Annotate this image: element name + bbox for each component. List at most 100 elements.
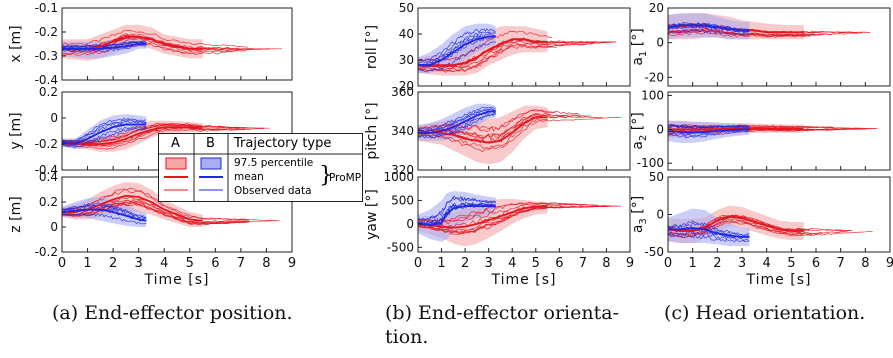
y-obs-A-7 — [61, 124, 205, 144]
y-ytick-label-3: -0.4 — [35, 163, 58, 177]
y-obs-A-8 — [62, 129, 251, 150]
yaw-ytick-label-2: 0 — [406, 217, 414, 231]
y-mean-B — [61, 123, 147, 145]
yaw-obs-A-5 — [417, 206, 599, 235]
caption-b-line1: (b) End-effector orienta- — [385, 302, 620, 324]
z-xtick-label-8: 8 — [262, 256, 270, 271]
y-obs-B-2 — [61, 120, 147, 144]
a1-mean-B — [667, 24, 750, 32]
roll-ytick-label-0: 50 — [399, 1, 414, 15]
z-obs-B-2 — [61, 213, 147, 225]
z-xtick-label-0: 0 — [58, 256, 66, 271]
z-xtick-label-5: 5 — [186, 256, 194, 271]
a1-ytick-label-1: 0 — [656, 36, 664, 50]
x-mean-B — [62, 43, 147, 50]
a2-ylabel: a2 [°] — [630, 112, 649, 149]
y-obs-B-1 — [61, 125, 147, 147]
pitch-obs-B-5 — [417, 108, 496, 132]
yaw-xtick-label-7: 7 — [579, 256, 587, 271]
x-obs-B-3 — [61, 44, 147, 53]
a1-obs-A-7 — [667, 29, 863, 37]
roll-mean-A — [418, 38, 548, 67]
y-obs-B-4 — [61, 117, 147, 142]
y-ytick-label-2: -0.2 — [35, 137, 58, 151]
a3-obs-B-3 — [667, 230, 750, 242]
a2-mean-A — [668, 127, 804, 131]
z-obs-A-4 — [61, 202, 249, 226]
yaw-obs-B-2 — [417, 204, 496, 227]
x-frame — [61, 7, 293, 81]
yaw-xtick-label-6: 6 — [555, 256, 563, 271]
yaw-xtick-label-3: 3 — [485, 256, 493, 271]
x-ytick-label-3: -0.4 — [35, 73, 58, 87]
x-ylabel: x [m] — [8, 25, 24, 62]
a3-xtick-label-6: 6 — [812, 256, 820, 271]
a3-obs-A-0 — [667, 219, 823, 237]
pitch-obs-A-4 — [417, 109, 580, 131]
yaw-xtick-label-2: 2 — [461, 256, 469, 271]
legend-col-type: Trajectory type — [234, 136, 332, 151]
x-ytick-label-1: -0.2 — [35, 25, 58, 39]
a3-ytick-label-1: 0 — [656, 208, 664, 222]
z-xtick-label-4: 4 — [160, 256, 168, 271]
yaw-xlabel: Time [s] — [491, 272, 557, 288]
z-xtick-label-9: 9 — [288, 256, 296, 271]
roll-obs-A-4 — [417, 45, 557, 73]
a3-ytick-label-0: 50 — [649, 170, 664, 184]
yaw-ytick-label-0: 1000 — [383, 170, 414, 184]
a3-xtick-label-9: 9 — [886, 256, 893, 271]
y-obs-A-1 — [61, 122, 225, 142]
yaw-ytick-label-3: -500 — [387, 240, 414, 254]
caption-a: (a) End-effector position. — [52, 302, 293, 324]
roll-ylabel: roll [°] — [364, 25, 380, 69]
x-mean-A — [62, 35, 203, 50]
roll-obs-B-0 — [417, 28, 496, 61]
a1-obs-B-3 — [667, 29, 750, 36]
z-ylabel: z [m] — [8, 196, 24, 232]
a3-mean-A — [667, 215, 804, 232]
a1-frame — [667, 7, 891, 87]
yaw-ytick-label-1: 500 — [391, 193, 414, 207]
a3-xtick-label-3: 3 — [738, 256, 746, 271]
x-ytick-label-0: -0.1 — [35, 1, 58, 15]
roll-obs-B-2 — [417, 31, 496, 64]
yaw-xtick-label-8: 8 — [602, 256, 610, 271]
legend: A B Trajectory type 97.5 percentile mean… — [158, 133, 363, 202]
yaw-xtick-label-4: 4 — [508, 256, 516, 271]
pitch-ylabel: pitch [°] — [364, 102, 380, 159]
a3-ytick-label-2: -50 — [644, 245, 664, 259]
a3-ylabel: a3 [°] — [630, 196, 649, 233]
a3-xtick-label-2: 2 — [713, 256, 721, 271]
legend-brace: } — [319, 163, 333, 188]
x-obs-A-6 — [61, 39, 247, 54]
legend-row-observed: Observed data — [234, 185, 312, 197]
y-obs-B-0 — [61, 127, 147, 149]
legend-swatch-a-band — [165, 157, 187, 170]
z-obs-A-5 — [62, 201, 250, 225]
a3-xtick-label-8: 8 — [861, 256, 869, 271]
yaw-xtick-label-9: 9 — [626, 256, 634, 271]
a1-ylabel: a1 [°] — [630, 28, 649, 65]
pitch-mean-A — [418, 116, 548, 144]
a3-xtick-label-0: 0 — [664, 256, 672, 271]
roll-obs-A-2 — [417, 41, 616, 72]
roll-obs-B-1 — [417, 32, 496, 65]
legend-col-b: B — [206, 136, 215, 151]
y-ytick-label-1: 0 — [50, 111, 58, 125]
yaw-xtick-label-1: 1 — [437, 256, 445, 271]
a2-obs-A-2 — [668, 124, 834, 128]
a2-obs-A-6 — [667, 128, 878, 135]
y-obs-B-3 — [61, 119, 147, 143]
a3-obs-B-4 — [667, 222, 750, 237]
y-ylabel: y [m] — [8, 112, 24, 149]
a2-ytick-label-2: -100 — [637, 156, 664, 170]
yaw-obs-A-6 — [417, 205, 622, 235]
a2-obs-B-4 — [667, 125, 750, 130]
yaw-xtick-label-0: 0 — [414, 256, 422, 271]
a3-xtick-label-7: 7 — [837, 256, 845, 271]
yaw-mean-A — [417, 205, 548, 229]
legend-row-mean: mean — [234, 171, 264, 183]
a3-obs-A-8 — [667, 219, 823, 236]
legend-swatch-b-band — [200, 157, 222, 170]
y-ytick-label-0: 0.2 — [39, 85, 58, 99]
